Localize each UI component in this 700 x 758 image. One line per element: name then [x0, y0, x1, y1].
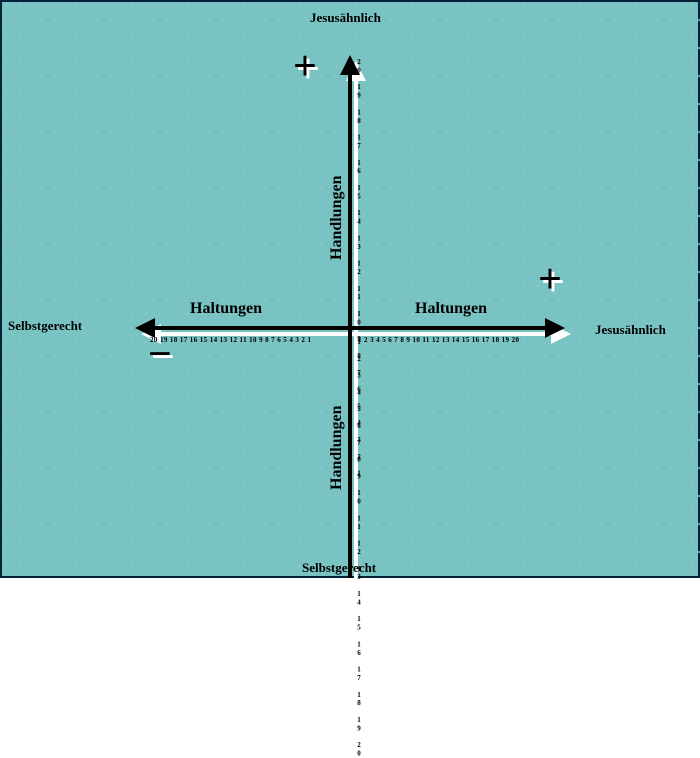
- axis-diagram: ++++−−−−: [0, 0, 700, 578]
- axis-title-up: Handlungen: [328, 176, 346, 260]
- label-left: Selbstgerecht: [8, 318, 82, 334]
- ticks-right: 1 2 3 4 5 6 7 8 9 10 11 12 13 14 15 16 1…: [358, 336, 519, 344]
- label-bottom: Selbstgerecht: [302, 560, 376, 576]
- svg-text:+: +: [293, 44, 317, 90]
- label-right: Jesusähnlich: [595, 322, 666, 338]
- axis-title-right: Haltungen: [415, 300, 487, 318]
- label-top: Jesusähnlich: [310, 10, 381, 26]
- axis-title-down: Handlungen: [328, 406, 346, 490]
- svg-text:+: +: [538, 257, 562, 303]
- axis-title-left: Haltungen: [190, 300, 262, 318]
- ticks-left: 20 19 18 17 16 15 14 13 12 11 10 9 8 7 6…: [150, 336, 311, 344]
- ticks-down: 1 2 3 4 5 6 7 8 9 10 11 12 13 14 15 16 1…: [355, 338, 363, 758]
